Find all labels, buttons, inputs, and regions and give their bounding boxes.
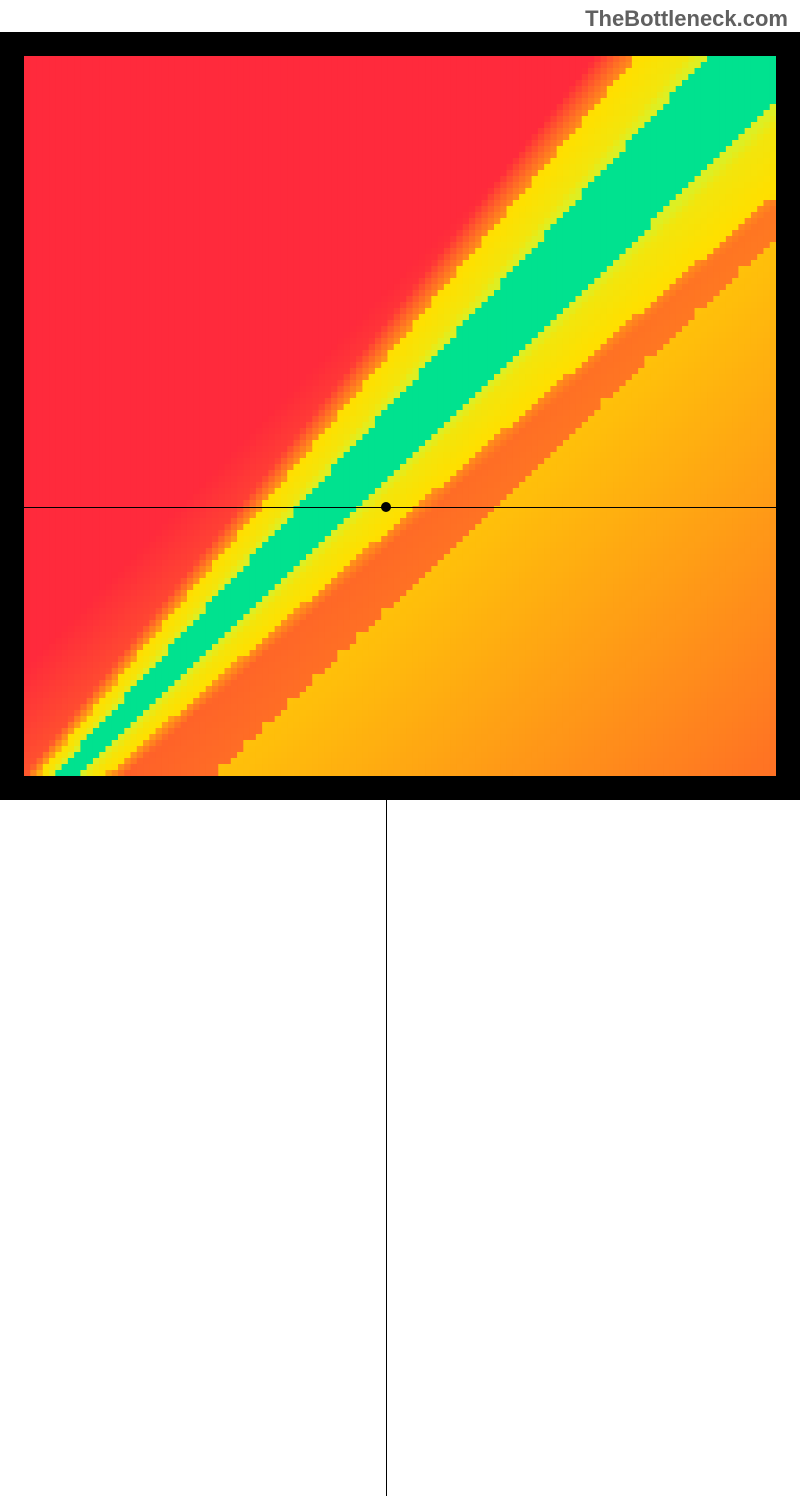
heatmap-plot	[24, 56, 776, 776]
heatmap-canvas	[24, 56, 776, 776]
crosshair-vertical	[386, 776, 387, 1496]
chart-container: TheBottleneck.com	[0, 0, 800, 800]
watermark-text: TheBottleneck.com	[585, 6, 788, 32]
crosshair-horizontal	[24, 507, 776, 508]
chart-frame	[0, 32, 800, 800]
